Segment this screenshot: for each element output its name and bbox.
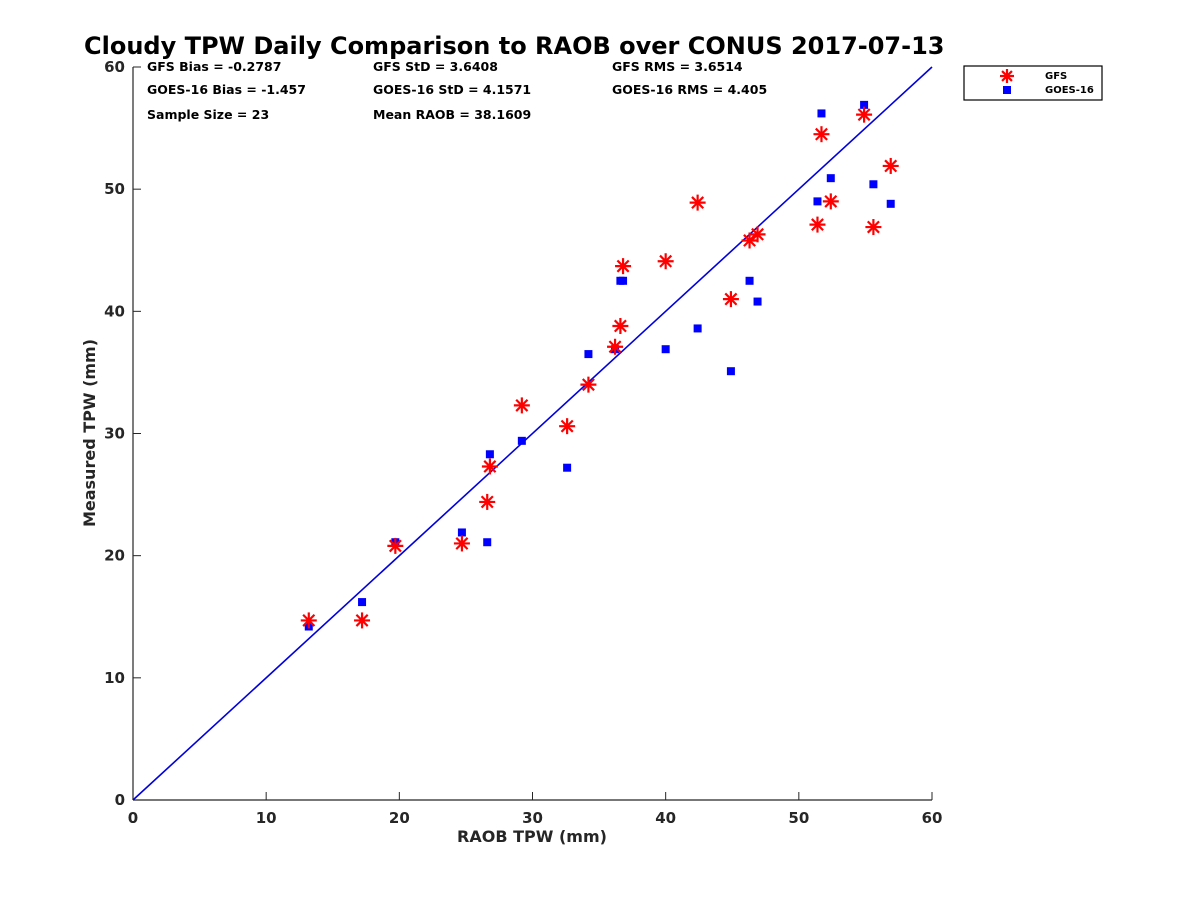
gfs-point <box>559 418 576 435</box>
gfs-point <box>479 493 496 510</box>
goes-16-point <box>813 197 822 206</box>
y-tick-label: 40 <box>104 302 125 320</box>
x-tick-label: 30 <box>522 809 543 827</box>
goes-16-point <box>661 345 670 354</box>
gfs-point <box>722 291 739 308</box>
gfs-point <box>882 157 899 174</box>
stats-annotations: GFS Bias = -0.2787 GFS StD = 3.6408 GFS … <box>147 59 767 122</box>
legend-box <box>963 65 1103 101</box>
y-tick-label: 30 <box>104 425 125 443</box>
goes-16-point <box>485 450 494 459</box>
y-axis-label: Measured TPW (mm) <box>80 339 99 527</box>
x-tick-label: 50 <box>788 809 809 827</box>
stat-sample-size: Sample Size = 23 <box>147 107 269 122</box>
gfs-point <box>300 612 317 629</box>
gfs-point <box>657 253 674 270</box>
goes-16-point <box>517 436 526 445</box>
goes-16-point <box>817 109 826 118</box>
x-tick-label: 0 <box>128 809 138 827</box>
legend-marker-goes-16 <box>1003 86 1011 94</box>
gfs-point <box>612 317 629 334</box>
y-tick-label: 0 <box>115 791 125 809</box>
gfs-point <box>856 106 873 123</box>
goes-16-point <box>619 276 628 285</box>
gfs-point <box>607 338 624 355</box>
goes-16-point <box>869 180 878 189</box>
stat-goes-rms: GOES-16 RMS = 4.405 <box>612 82 767 97</box>
y-tick-label: 20 <box>104 547 125 565</box>
goes-16-point <box>886 199 895 208</box>
gfs-point <box>481 458 498 475</box>
goes-16-point <box>483 538 492 547</box>
gfs-point <box>513 397 530 414</box>
one-to-one-line <box>132 66 933 801</box>
x-axis-label: RAOB TPW (mm) <box>457 827 607 846</box>
gfs-point <box>453 535 470 552</box>
gfs-point <box>387 537 404 554</box>
stat-goes-std: GOES-16 StD = 4.1571 <box>373 82 531 97</box>
goes-16-point <box>726 367 735 376</box>
gfs-point <box>809 216 826 233</box>
legend: GFS GOES-16 <box>963 65 1103 101</box>
gfs-point <box>749 226 766 243</box>
stat-goes-bias: GOES-16 Bias = -1.457 <box>147 82 306 97</box>
gfs-point <box>354 612 371 629</box>
y-tick-label: 10 <box>104 669 125 687</box>
goes-16-point <box>358 598 367 607</box>
goes-16-point <box>563 463 572 472</box>
gfs-point <box>580 376 597 393</box>
stat-mean-raob: Mean RAOB = 38.1609 <box>373 107 531 122</box>
stat-gfs-std: GFS StD = 3.6408 <box>373 59 498 74</box>
goes-16-point <box>753 297 762 306</box>
y-tick-label: 50 <box>104 180 125 198</box>
legend-label-gfs: GFS <box>1045 71 1067 82</box>
goes-16-point <box>860 100 869 109</box>
legend-marker-gfs <box>1000 69 1014 83</box>
goes-16-point <box>584 350 593 359</box>
plot-area: 0 10 20 30 40 50 60 0 10 20 30 40 50 60 <box>104 58 942 827</box>
gfs-point <box>865 219 882 236</box>
stat-gfs-bias: GFS Bias = -0.2787 <box>147 59 281 74</box>
x-tick-label: 60 <box>922 809 943 827</box>
y-tick-label: 60 <box>104 58 125 76</box>
chart-title: Cloudy TPW Daily Comparison to RAOB over… <box>84 32 944 60</box>
x-tick-label: 20 <box>389 809 410 827</box>
gfs-point <box>822 193 839 210</box>
goes-16-point <box>745 276 754 285</box>
goes-16-point <box>826 174 835 183</box>
gfs-point <box>615 258 632 275</box>
gfs-point <box>813 126 830 143</box>
x-tick-label: 10 <box>256 809 277 827</box>
goes-16-point <box>457 528 466 537</box>
stat-gfs-rms: GFS RMS = 3.6514 <box>612 59 743 74</box>
goes-16-point <box>693 324 702 333</box>
gfs-point <box>689 194 706 211</box>
legend-label-goes-16: GOES-16 <box>1045 85 1094 96</box>
x-tick-label: 40 <box>655 809 676 827</box>
